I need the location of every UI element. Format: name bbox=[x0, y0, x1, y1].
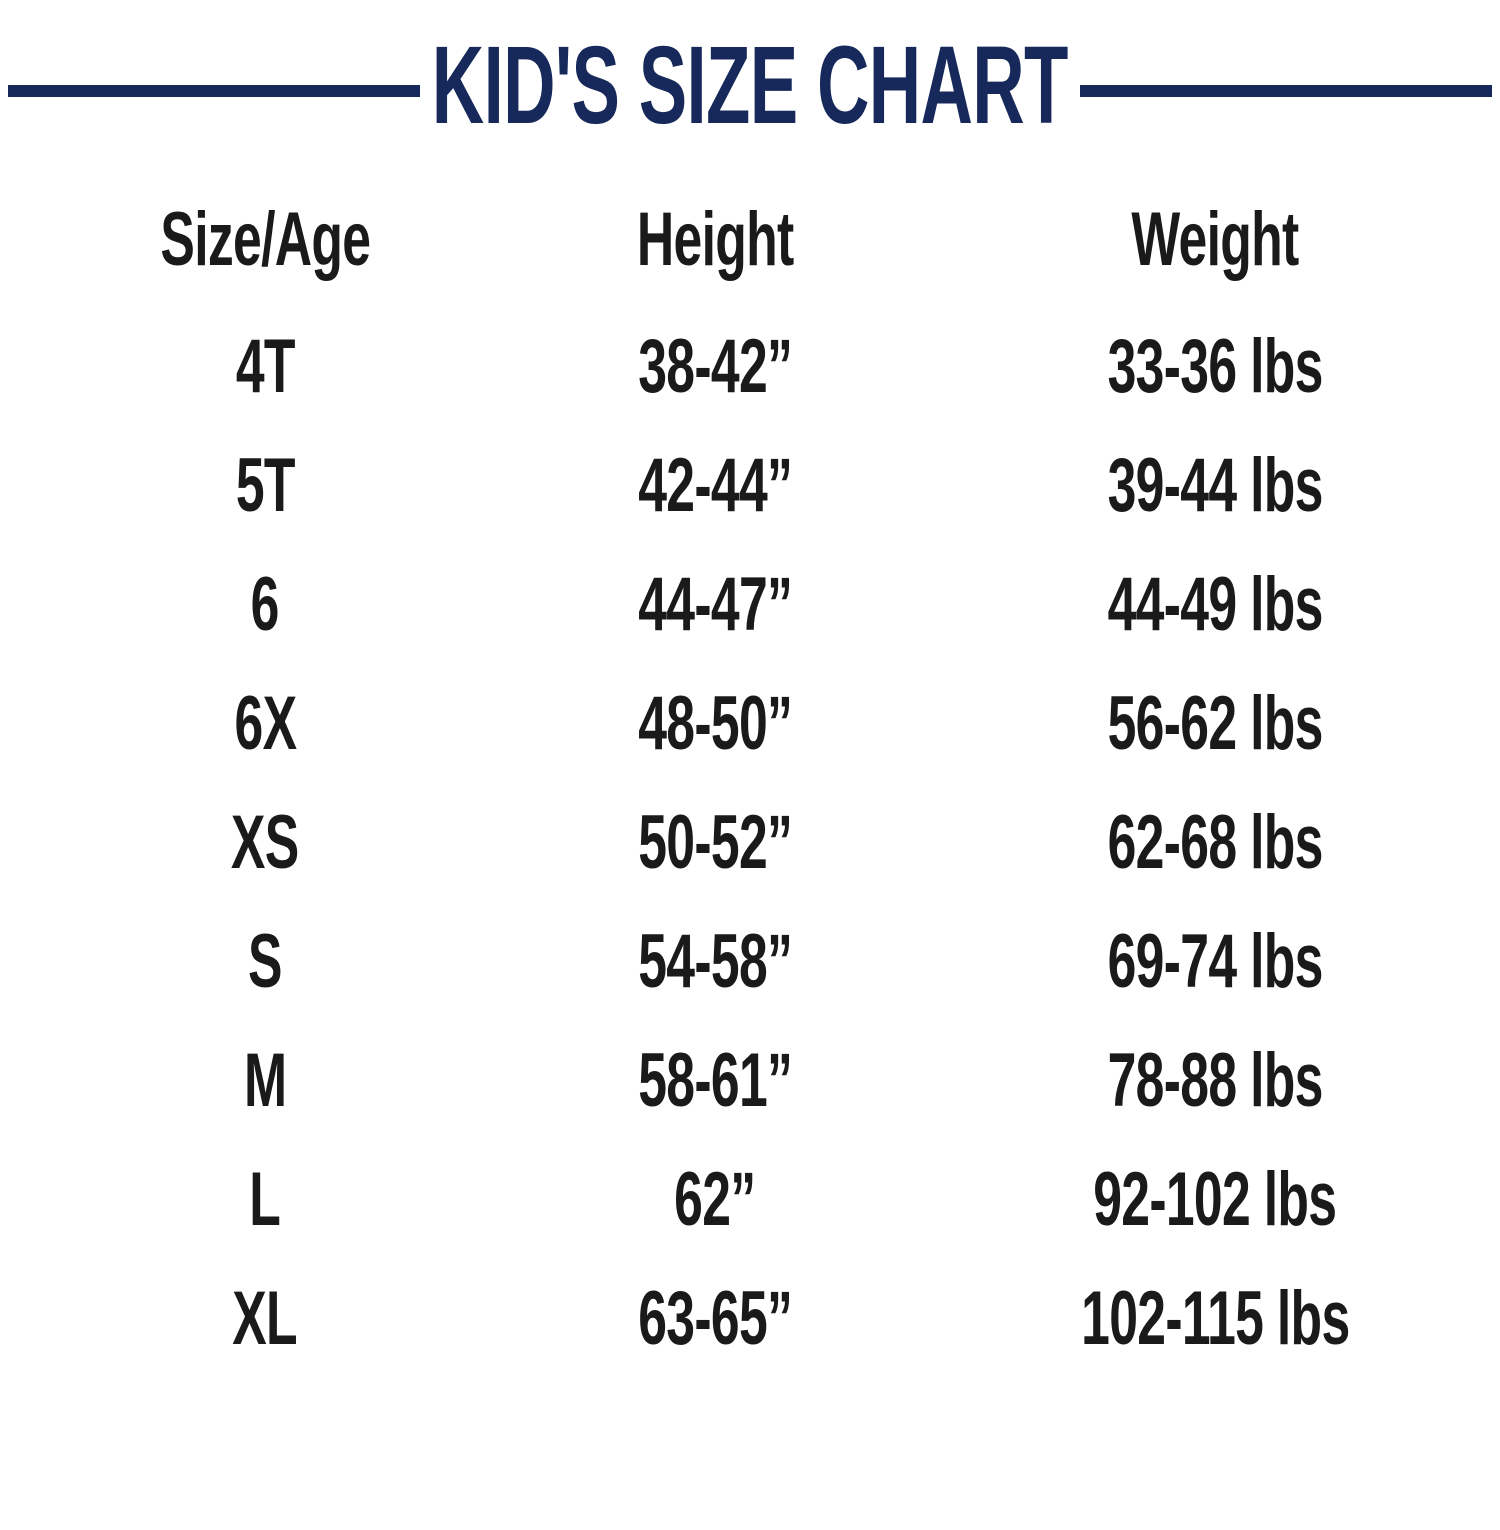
header-height: Height bbox=[440, 196, 990, 282]
table-row: L 62” 92-102 lbs bbox=[90, 1140, 1500, 1259]
size-age-value: L bbox=[249, 1156, 282, 1242]
header-weight-label: Weight bbox=[1131, 196, 1299, 282]
height-value: 38-42” bbox=[638, 323, 793, 409]
size-age-cell: 6 bbox=[90, 561, 440, 647]
height-value: 50-52” bbox=[638, 799, 793, 885]
size-age-cell: XL bbox=[90, 1275, 440, 1361]
title-rule-left bbox=[8, 85, 420, 97]
table-row: 6 44-47” 44-49 lbs bbox=[90, 545, 1500, 664]
table-row: 6X 48-50” 56-62 lbs bbox=[90, 664, 1500, 783]
size-age-cell: L bbox=[90, 1156, 440, 1242]
height-cell: 38-42” bbox=[440, 323, 990, 409]
height-cell: 42-44” bbox=[440, 442, 990, 528]
weight-cell: 102-115 lbs bbox=[990, 1275, 1440, 1361]
page-title: KID'S SIZE CHART bbox=[420, 31, 1080, 141]
size-age-cell: 5T bbox=[90, 442, 440, 528]
weight-value: 44-49 lbs bbox=[1107, 561, 1323, 647]
weight-cell: 33-36 lbs bbox=[990, 323, 1440, 409]
size-age-cell: M bbox=[90, 1037, 440, 1123]
size-age-value: S bbox=[248, 918, 282, 1004]
height-value: 58-61” bbox=[638, 1037, 793, 1123]
weight-value: 69-74 lbs bbox=[1107, 918, 1323, 1004]
size-age-value: 6X bbox=[234, 680, 297, 766]
table-row: 4T 38-42” 33-36 lbs bbox=[90, 307, 1500, 426]
height-value: 44-47” bbox=[638, 561, 793, 647]
height-value: 42-44” bbox=[638, 442, 793, 528]
size-age-value: XS bbox=[231, 799, 299, 885]
weight-cell: 44-49 lbs bbox=[990, 561, 1440, 647]
size-age-value: 4T bbox=[235, 323, 296, 409]
size-age-cell: 6X bbox=[90, 680, 440, 766]
header-height-label: Height bbox=[636, 196, 794, 282]
table-row: S 54-58” 69-74 lbs bbox=[90, 902, 1500, 1021]
table-body: 4T 38-42” 33-36 lbs 5T 42-44” 39-44 lbs … bbox=[90, 307, 1500, 1378]
weight-value: 39-44 lbs bbox=[1107, 442, 1323, 528]
height-cell: 44-47” bbox=[440, 561, 990, 647]
weight-cell: 62-68 lbs bbox=[990, 799, 1440, 885]
height-cell: 62” bbox=[440, 1156, 990, 1242]
table-row: 5T 42-44” 39-44 lbs bbox=[90, 426, 1500, 545]
size-age-value: 5T bbox=[235, 442, 296, 528]
weight-cell: 56-62 lbs bbox=[990, 680, 1440, 766]
weight-cell: 39-44 lbs bbox=[990, 442, 1440, 528]
header-weight: Weight bbox=[990, 196, 1440, 282]
weight-value: 56-62 lbs bbox=[1107, 680, 1323, 766]
weight-value: 78-88 lbs bbox=[1107, 1037, 1323, 1123]
height-value: 48-50” bbox=[638, 680, 793, 766]
weight-cell: 69-74 lbs bbox=[990, 918, 1440, 1004]
size-age-cell: S bbox=[90, 918, 440, 1004]
table-row: XS 50-52” 62-68 lbs bbox=[90, 783, 1500, 902]
weight-cell: 92-102 lbs bbox=[990, 1156, 1440, 1242]
header-size-age: Size/Age bbox=[90, 196, 440, 282]
height-value: 63-65” bbox=[638, 1275, 793, 1361]
height-value: 62” bbox=[674, 1156, 756, 1242]
size-age-cell: XS bbox=[90, 799, 440, 885]
height-cell: 58-61” bbox=[440, 1037, 990, 1123]
table-row: XL 63-65” 102-115 lbs bbox=[90, 1259, 1500, 1378]
weight-value: 102-115 lbs bbox=[1080, 1275, 1350, 1361]
height-value: 54-58” bbox=[638, 918, 793, 1004]
size-chart-table: Size/Age Height Weight 4T 38-42” 33-36 l… bbox=[0, 172, 1500, 1378]
size-age-cell: 4T bbox=[90, 323, 440, 409]
size-age-value: XL bbox=[232, 1275, 298, 1361]
weight-value: 62-68 lbs bbox=[1107, 799, 1323, 885]
height-cell: 63-65” bbox=[440, 1275, 990, 1361]
header-size-age-label: Size/Age bbox=[160, 196, 371, 282]
weight-value: 33-36 lbs bbox=[1107, 323, 1323, 409]
page-title-text: KID'S SIZE CHART bbox=[432, 24, 1069, 147]
weight-value: 92-102 lbs bbox=[1093, 1156, 1337, 1242]
height-cell: 48-50” bbox=[440, 680, 990, 766]
size-age-value: M bbox=[243, 1037, 287, 1123]
title-banner: KID'S SIZE CHART bbox=[0, 30, 1500, 142]
title-rule-right bbox=[1080, 85, 1492, 97]
table-header-row: Size/Age Height Weight bbox=[90, 172, 1500, 307]
height-cell: 54-58” bbox=[440, 918, 990, 1004]
height-cell: 50-52” bbox=[440, 799, 990, 885]
table-row: M 58-61” 78-88 lbs bbox=[90, 1021, 1500, 1140]
size-age-value: 6 bbox=[250, 561, 280, 647]
weight-cell: 78-88 lbs bbox=[990, 1037, 1440, 1123]
